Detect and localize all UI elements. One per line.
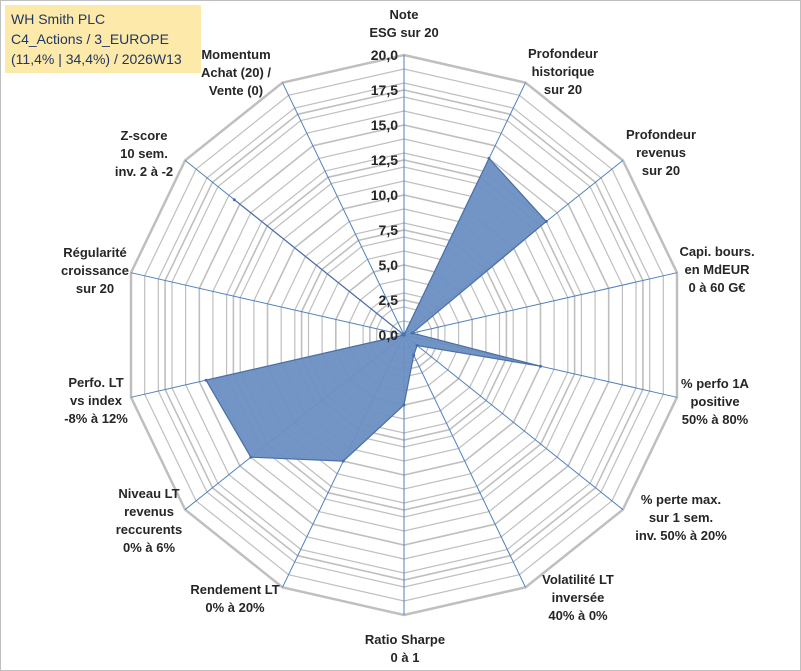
axis-label-line: Volatilité LT	[542, 572, 614, 587]
axis-label-line: % perfo 1A	[681, 376, 750, 391]
data-point	[412, 353, 416, 357]
axis-label: Ratio Sharpe 0 à 1	[365, 632, 445, 665]
data-point	[341, 459, 345, 463]
axis-label-line: inversée	[552, 590, 605, 605]
axis-spoke	[403, 272, 678, 336]
axis-label: Profondeur historique sur 20	[528, 46, 598, 97]
axis-label-line: Z-score	[121, 128, 168, 143]
axis-label-line: 0% à 20%	[205, 600, 265, 615]
axis-label: Z-score 10 sem. inv. 2 à -2	[115, 128, 173, 179]
axis-label-line: revenus	[636, 145, 686, 160]
tick-label: 15,0	[371, 117, 398, 133]
tick-label: 17,5	[371, 82, 398, 98]
tick-label: 7,5	[379, 222, 399, 238]
axis-label-line: Profondeur	[528, 46, 598, 61]
data-point	[232, 198, 236, 202]
axis-label: % perfo 1A positive 50% à 80%	[681, 376, 750, 427]
axis-label-line: croissance	[61, 263, 129, 278]
axis-label-line: inv. 2 à -2	[115, 164, 173, 179]
axis-label-line: -8% à 12%	[64, 411, 128, 426]
axis-label-line: % perte max.	[641, 492, 721, 507]
tick-label: 5,0	[379, 257, 399, 273]
axis-spoke	[403, 334, 624, 510]
data-point	[402, 333, 406, 337]
axis-spoke	[403, 334, 526, 588]
axis-label: Profondeur revenus sur 20	[626, 127, 696, 178]
company-name: WH Smith PLC	[11, 11, 106, 27]
axis-label-line: Niveau LT	[118, 486, 179, 501]
axis-label-line: Ratio Sharpe	[365, 632, 445, 647]
axis-label: Volatilité LT inversée 40% à 0%	[542, 572, 614, 623]
axis-spoke	[282, 82, 405, 336]
axis-label-line: en MdEUR	[685, 262, 751, 277]
axis-label: % perte max. sur 1 sem. inv. 50% à 20%	[635, 492, 727, 543]
data-point	[487, 156, 491, 160]
axis-label: Capi. bours. en MdEUR 0 à 60 G€	[679, 244, 754, 295]
tick-label: 0,0	[379, 327, 399, 343]
axis-label-line: Vente (0)	[209, 83, 263, 98]
tick-label: 2,5	[379, 292, 399, 308]
axis-label-line: Régularité	[63, 245, 127, 260]
data-series-area	[205, 157, 548, 462]
axis-label-line: ESG sur 20	[369, 25, 438, 40]
axis-label: Perfo. LT vs index -8% à 12%	[64, 375, 128, 426]
axis-label-line: historique	[532, 64, 595, 79]
data-point	[204, 378, 208, 382]
axis-label-line: sur 20	[544, 82, 582, 97]
axis-label-line: sur 20	[76, 281, 114, 296]
axis-label-line: reccurents	[116, 522, 182, 537]
axis-label-line: Profondeur	[626, 127, 696, 142]
axis-spoke	[130, 272, 405, 336]
tick-label: 12,5	[371, 152, 398, 168]
tick-label: 10,0	[371, 187, 398, 203]
chart-title-box: WH Smith PLC C4_Actions / 3_EUROPE (11,4…	[5, 5, 201, 73]
axis-label: Momentum Achat (20) / Vente (0)	[201, 47, 271, 98]
axis-label-line: 0 à 60 G€	[688, 280, 745, 295]
axis-label-line: Note	[390, 7, 419, 22]
tick-label: 20,0	[371, 47, 398, 63]
axis-label-line: 10 sem.	[120, 146, 168, 161]
data-point	[539, 364, 542, 368]
axis-label-line: vs index	[70, 393, 123, 408]
data-point	[410, 331, 414, 335]
axis-label-line: revenus	[124, 504, 174, 519]
axis-label: Régularité croissance sur 20	[61, 245, 129, 296]
axis-label: Rendement LT 0% à 20%	[190, 582, 279, 615]
axis-label-line: sur 1 sem.	[649, 510, 713, 525]
axis-label-line: Perfo. LT	[68, 375, 123, 390]
portfolio-category: C4_Actions / 3_EUROPE	[11, 31, 169, 47]
axis-label-line: Achat (20) /	[201, 65, 271, 80]
axis-label: Niveau LT revenus reccurents 0% à 6%	[116, 486, 182, 555]
axis-label-line: Rendement LT	[190, 582, 279, 597]
axis-label-line: positive	[690, 394, 739, 409]
data-point	[415, 344, 419, 347]
axis-label-line: 50% à 80%	[682, 412, 749, 427]
axis-label-line: sur 20	[642, 163, 680, 178]
axis-label-line: 0 à 1	[391, 650, 420, 665]
axis-label-line: Momentum	[201, 47, 270, 62]
data-point	[402, 403, 406, 407]
data-point	[249, 455, 253, 459]
axis-label-line: inv. 50% à 20%	[635, 528, 727, 543]
axis-label-line: 40% à 0%	[548, 608, 608, 623]
data-point	[544, 220, 548, 223]
performance-week: (11,4% | 34,4%) / 2026W13	[11, 51, 182, 67]
axis-label: Note ESG sur 20	[369, 7, 438, 40]
axis-label-line: Capi. bours.	[679, 244, 754, 259]
axis-label-line: 0% à 6%	[123, 540, 175, 555]
